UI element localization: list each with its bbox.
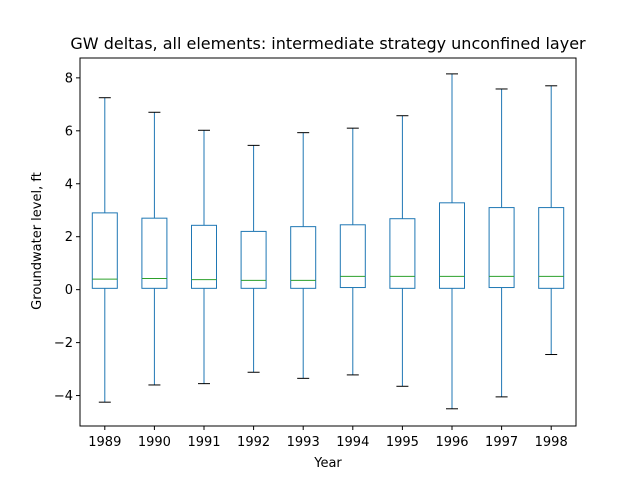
iqr-box <box>538 207 565 289</box>
iqr-box <box>339 224 366 289</box>
box-1995 <box>389 115 416 387</box>
box-1990 <box>141 111 168 386</box>
x-tick-label: 1990 <box>138 435 171 450</box>
box-1998 <box>538 85 565 356</box>
iqr-box <box>290 226 317 289</box>
iqr-box <box>191 224 217 289</box>
y-tick-label: −2 <box>54 336 73 351</box>
box-1991 <box>191 129 217 385</box>
box-1994 <box>339 127 366 376</box>
y-tick-label: 4 <box>65 177 73 192</box>
y-tick-label: 6 <box>65 124 73 139</box>
y-tick-label: −4 <box>54 389 73 404</box>
y-axis: −4 −2 0 2 4 6 8 <box>54 71 80 404</box>
iqr-box <box>240 230 267 289</box>
y-axis-label: Groundwater level, ft <box>30 172 45 310</box>
y-tick-label: 8 <box>65 71 73 86</box>
x-tick-label: 1994 <box>336 435 369 450</box>
box-1997 <box>488 88 515 398</box>
box-1996 <box>439 73 465 410</box>
box-1992 <box>240 144 267 373</box>
box-1989 <box>91 97 118 403</box>
iqr-box <box>141 217 168 289</box>
axes-frame <box>79 57 577 427</box>
iqr-box <box>488 207 515 289</box>
iqr-box <box>389 218 416 289</box>
x-axis-label: Year <box>313 456 342 471</box>
x-axis: 1989 1990 1991 1992 1993 1994 1995 1996 1997 1998 <box>88 426 568 450</box>
y-tick-label: 2 <box>65 230 73 245</box>
x-tick-label: 1995 <box>386 435 419 450</box>
box-1993 <box>290 132 317 379</box>
plot-area <box>91 73 565 410</box>
x-tick-label: 1991 <box>187 435 220 450</box>
iqr-box <box>91 212 118 289</box>
x-tick-label: 1993 <box>287 435 320 450</box>
y-tick-label: 0 <box>65 283 73 298</box>
x-tick-label: 1996 <box>435 435 468 450</box>
x-tick-label: 1998 <box>535 435 568 450</box>
chart-title: GW deltas, all elements: intermediate st… <box>70 34 586 53</box>
x-tick-label: 1997 <box>485 435 518 450</box>
iqr-box <box>439 202 465 289</box>
x-tick-label: 1989 <box>88 435 121 450</box>
x-tick-label: 1992 <box>237 435 270 450</box>
